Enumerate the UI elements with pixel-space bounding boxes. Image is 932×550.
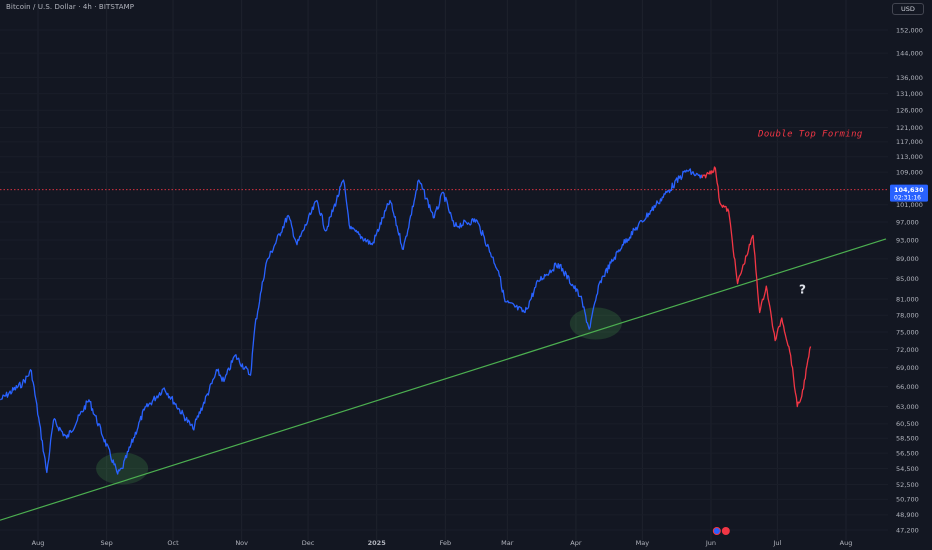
highlight-zones <box>96 307 622 485</box>
y-tick-label: 56,500 <box>896 449 919 457</box>
event-flag-icon <box>721 527 730 535</box>
y-tick-label: 48,900 <box>896 511 919 519</box>
x-tick-label: Jun <box>705 539 716 547</box>
y-tick-label: 113,000 <box>896 153 923 161</box>
x-tick-label: Oct <box>167 539 179 547</box>
y-tick-label: 97,000 <box>896 218 919 226</box>
support-touch-zone <box>569 307 622 340</box>
double-top-label: Double Top Forming <box>757 130 863 140</box>
x-tick-label: Apr <box>570 539 582 547</box>
x-tick-label: Feb <box>440 539 452 547</box>
x-tick-label: Mar <box>501 539 514 547</box>
y-tick-label: 89,000 <box>896 255 919 263</box>
y-tick-label: 75,000 <box>896 328 919 336</box>
y-tick-label: 117,000 <box>896 138 923 146</box>
y-tick-label: 63,000 <box>896 403 919 411</box>
y-tick-label: 81,000 <box>896 295 919 303</box>
y-tick-label: 131,000 <box>896 90 923 98</box>
price-badge: 104,630 02:31:16 <box>890 184 928 202</box>
symbol-title: Bitcoin / U.S. Dollar · 4h · BITSTAMP <box>6 3 135 11</box>
y-tick-label: 60,500 <box>896 420 919 428</box>
price-badge-value: 104,630 <box>894 186 924 194</box>
y-tick-label: 50,700 <box>896 496 919 504</box>
event-flag-icon <box>713 528 720 534</box>
price-badge-countdown: 02:31:16 <box>894 195 921 202</box>
event-marker-icon[interactable] <box>712 527 730 535</box>
price-badge-box <box>890 184 928 202</box>
y-tick-label: 152,000 <box>896 26 923 34</box>
y-tick-label: 54,500 <box>896 465 919 473</box>
x-tick-label: Dec <box>302 539 315 547</box>
y-tick-label: 93,000 <box>896 236 919 244</box>
y-tick-label: 136,000 <box>896 74 923 82</box>
y-tick-label: 109,000 <box>896 168 923 176</box>
y-tick-label: 144,000 <box>896 49 923 57</box>
series-lines <box>0 166 812 475</box>
support-trendline <box>0 238 887 521</box>
y-tick-label: 66,000 <box>896 383 919 391</box>
price-history-line <box>0 168 703 475</box>
y-tick-label: 52,500 <box>896 481 919 489</box>
y-tick-label: 69,000 <box>896 364 919 372</box>
x-tick-label: 2025 <box>368 539 387 547</box>
y-tick-label: 58,500 <box>896 435 919 443</box>
x-tick-label: Aug <box>840 539 853 547</box>
x-tick-label: Sep <box>100 539 112 547</box>
chart-grid <box>37 0 847 540</box>
x-tick-label: Nov <box>235 539 248 547</box>
y-tick-label: 85,000 <box>896 275 919 283</box>
y-tick-label: 126,000 <box>896 107 923 115</box>
x-tick-label: Jul <box>772 539 781 547</box>
price-axis: 152,000 144,000 136,000 131,000 126,000 121,0… <box>896 26 923 534</box>
y-tick-label: 78,000 <box>896 312 919 320</box>
x-tick-label: May <box>636 539 650 547</box>
projection-line <box>701 166 812 408</box>
question-mark-label: ? <box>799 283 806 297</box>
y-tick-label: 72,000 <box>896 346 919 354</box>
time-axis: Aug Sep Oct Nov Dec 2025 Feb Mar Apr May Jun Jul Aug <box>32 539 853 547</box>
y-tick-label: 101,000 <box>896 201 923 209</box>
currency-button[interactable]: USD <box>892 3 924 15</box>
x-tick-label: Aug <box>32 539 45 547</box>
y-tick-label: 121,000 <box>896 124 923 132</box>
y-tick-label: 47,200 <box>896 526 919 534</box>
